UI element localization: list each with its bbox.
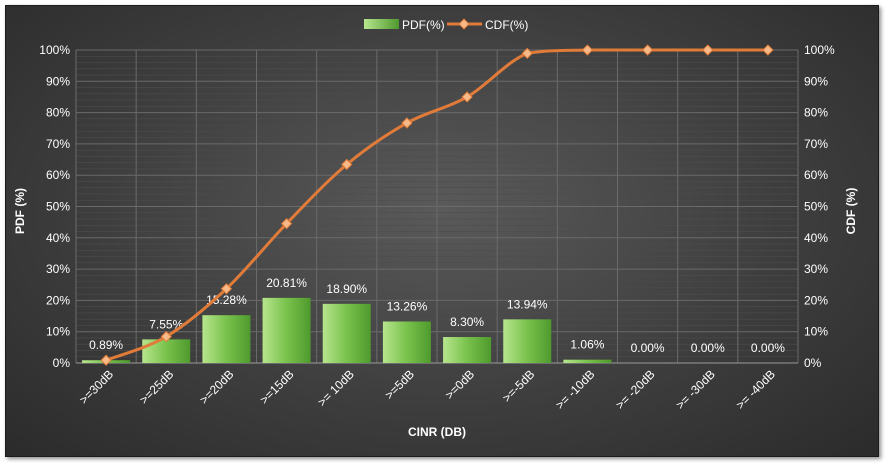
legend-pdf-label: PDF(%) [402, 18, 445, 32]
cdf-point [160, 330, 172, 343]
y-tick-label: 20% [46, 293, 70, 307]
y2-tick-label: 80% [804, 106, 828, 120]
cdf-series [100, 44, 774, 366]
right-axis-ticks: 0% 10% 20% 30% 40% 50% 60% 70% 80% 90% 100% [804, 43, 835, 370]
y-tick-label: 70% [46, 137, 70, 151]
x-tick-label: >= 10dB [315, 367, 357, 409]
pdf-bar [443, 337, 492, 363]
cdf-point [702, 44, 714, 56]
x-tick-label: >=20dB [197, 367, 237, 407]
pdf-data-label: 0.00% [751, 341, 785, 355]
cdf-point [280, 217, 293, 230]
gridlines [75, 49, 799, 364]
y-tick-label: 10% [46, 325, 70, 339]
pdf-bar [563, 359, 612, 363]
x-tick-label: >=30dB [77, 367, 117, 407]
y-tick-label: 50% [46, 200, 70, 214]
cdf-point [401, 117, 413, 129]
left-axis-ticks: 0% 10% 20% 30% 40% 50% 60% 70% 80% 90% 100% [39, 43, 70, 370]
cdf-point [341, 158, 353, 171]
cdf-point [641, 44, 654, 56]
y-tick-label: 90% [46, 74, 70, 88]
y2-tick-label: 70% [804, 137, 828, 151]
y-tick-label: 0% [53, 356, 71, 370]
pdf-data-label: 0.00% [631, 341, 665, 355]
y2-tick-label: 20% [804, 293, 828, 307]
y2-tick-label: 10% [804, 325, 828, 339]
x-axis-ticks: >=30dB >=25dB >=20dB >=15dB >= 10dB >=5dB >=0d… [77, 367, 778, 412]
pdf-data-labels: 0.89%7.55%15.28%20.81% 18.90%13.26%8.30%1… [89, 276, 785, 355]
pdf-data-label: 8.30% [450, 315, 484, 329]
y2-tick-label: 0% [804, 356, 822, 370]
x-tick-label: >= -20dB [613, 367, 658, 412]
pdf-bar [322, 303, 371, 363]
x-tick-label: >=5dB [382, 367, 417, 402]
pdf-data-label: 20.81% [266, 276, 307, 290]
x-tick-label: >= -30dB [673, 367, 718, 412]
y2-axis-title: CDF (%) [844, 188, 858, 235]
pdf-bar [262, 297, 311, 363]
pdf-bar [503, 319, 552, 363]
chart-frame: 0.89% 7.55% 15.28% 20.81% 18.90% 13.26% 8.30% 1… [5, 5, 879, 457]
x-tick-label: >=15dB [257, 367, 297, 407]
legend-pdf-swatch [364, 19, 399, 29]
pdf-bars [82, 297, 612, 363]
legend-cdf-label: CDF(%) [485, 18, 528, 32]
y-tick-label: 80% [46, 106, 70, 120]
y-tick-label: 40% [46, 231, 70, 245]
chart-svg: 0.89%7.55%15.28%20.81% 18.90%13.26%8.30%1… [13, 18, 858, 439]
y-axis-title: PDF (%) [13, 188, 27, 234]
y-tick-label: 100% [39, 43, 70, 57]
pdf-data-label: 1.06% [570, 338, 604, 352]
cdf-point [461, 91, 473, 103]
x-axis-title: CINR (DB) [408, 425, 466, 439]
cdf-point [220, 283, 233, 295]
pdf-bar [382, 321, 431, 363]
pdf-data-label: 0.89% [89, 338, 123, 352]
y-tick-label: 30% [46, 262, 70, 276]
cdf-point [762, 44, 774, 56]
cdf-point [581, 44, 594, 56]
pdf-bar [142, 339, 191, 363]
legend: PDF(%) CDF(%) [364, 18, 528, 32]
x-tick-label: >= -10dB [553, 367, 598, 412]
x-tick-label: >= -40dB [733, 367, 778, 412]
y2-tick-label: 60% [804, 168, 828, 182]
y2-tick-label: 90% [804, 74, 828, 88]
y2-tick-label: 100% [804, 43, 835, 57]
y2-tick-label: 30% [804, 262, 828, 276]
y2-tick-label: 50% [804, 200, 828, 214]
pdf-data-label: 0.00% [691, 341, 725, 355]
legend-cdf-marker [458, 18, 470, 30]
pdf-data-label: 13.26% [387, 299, 428, 313]
pdf-bar [202, 315, 251, 363]
y-tick-label: 60% [46, 168, 70, 182]
pdf-data-label: 18.90% [326, 282, 367, 296]
pdf-data-label: 13.94% [507, 297, 548, 311]
pdf-data-label: 7.55% [149, 317, 183, 331]
y2-tick-label: 40% [804, 231, 828, 245]
x-tick-label: >=25dB [137, 367, 177, 407]
x-tick-label: >=-5dB [500, 367, 538, 405]
cdf-point [100, 354, 112, 366]
cdf-point [521, 47, 533, 60]
x-tick-label: >=0dB [442, 367, 477, 402]
